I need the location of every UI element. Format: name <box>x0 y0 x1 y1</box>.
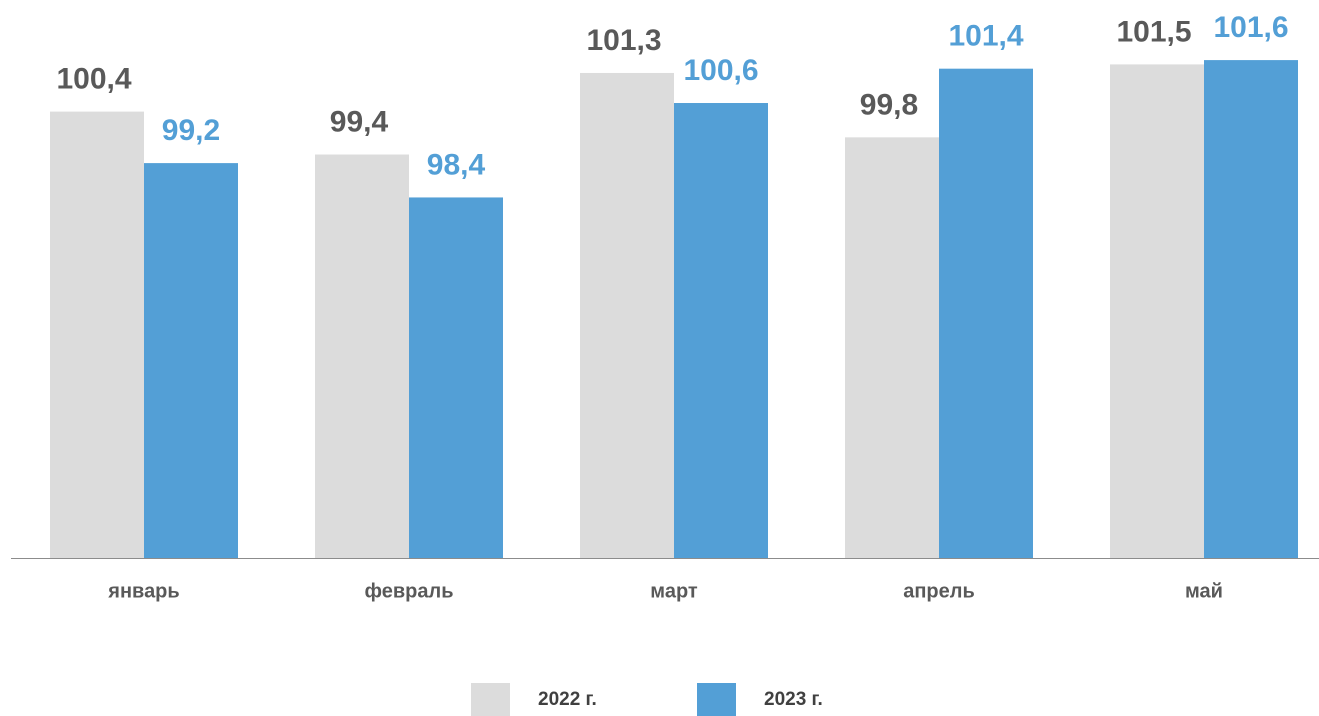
data-label: 100,4 <box>56 63 131 96</box>
data-label: 101,4 <box>948 20 1023 53</box>
bar <box>315 154 409 558</box>
bar <box>144 163 238 558</box>
data-label: 101,5 <box>1116 15 1191 48</box>
bar <box>409 197 503 558</box>
x-tick-label: март <box>650 580 698 602</box>
bar <box>580 72 674 558</box>
data-label: 100,6 <box>683 54 758 87</box>
x-tick-label: январь <box>107 580 179 602</box>
legend-swatch <box>471 683 510 716</box>
legend-label: 2022 г. <box>538 689 597 710</box>
data-label: 99,2 <box>162 114 220 147</box>
legend-swatch <box>697 683 736 716</box>
bar <box>674 103 768 558</box>
data-label: 99,4 <box>330 105 389 138</box>
x-tick-label: февраль <box>365 580 454 602</box>
data-label: 101,3 <box>586 24 661 57</box>
data-label: 101,6 <box>1213 11 1288 44</box>
x-tick-label: май <box>1185 580 1223 602</box>
bar <box>845 137 939 558</box>
data-label: 99,8 <box>860 88 918 121</box>
bar <box>939 68 1033 558</box>
legend-label: 2023 г. <box>764 689 823 710</box>
bar <box>1110 64 1204 558</box>
data-label: 98,4 <box>427 148 486 181</box>
bar <box>1204 60 1298 558</box>
bar <box>50 111 144 558</box>
x-tick-label: апрель <box>903 580 975 602</box>
